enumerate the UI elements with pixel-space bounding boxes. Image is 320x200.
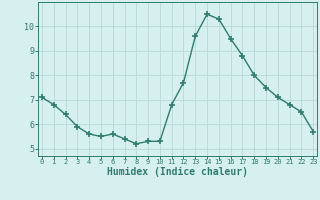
X-axis label: Humidex (Indice chaleur): Humidex (Indice chaleur)	[107, 167, 248, 177]
